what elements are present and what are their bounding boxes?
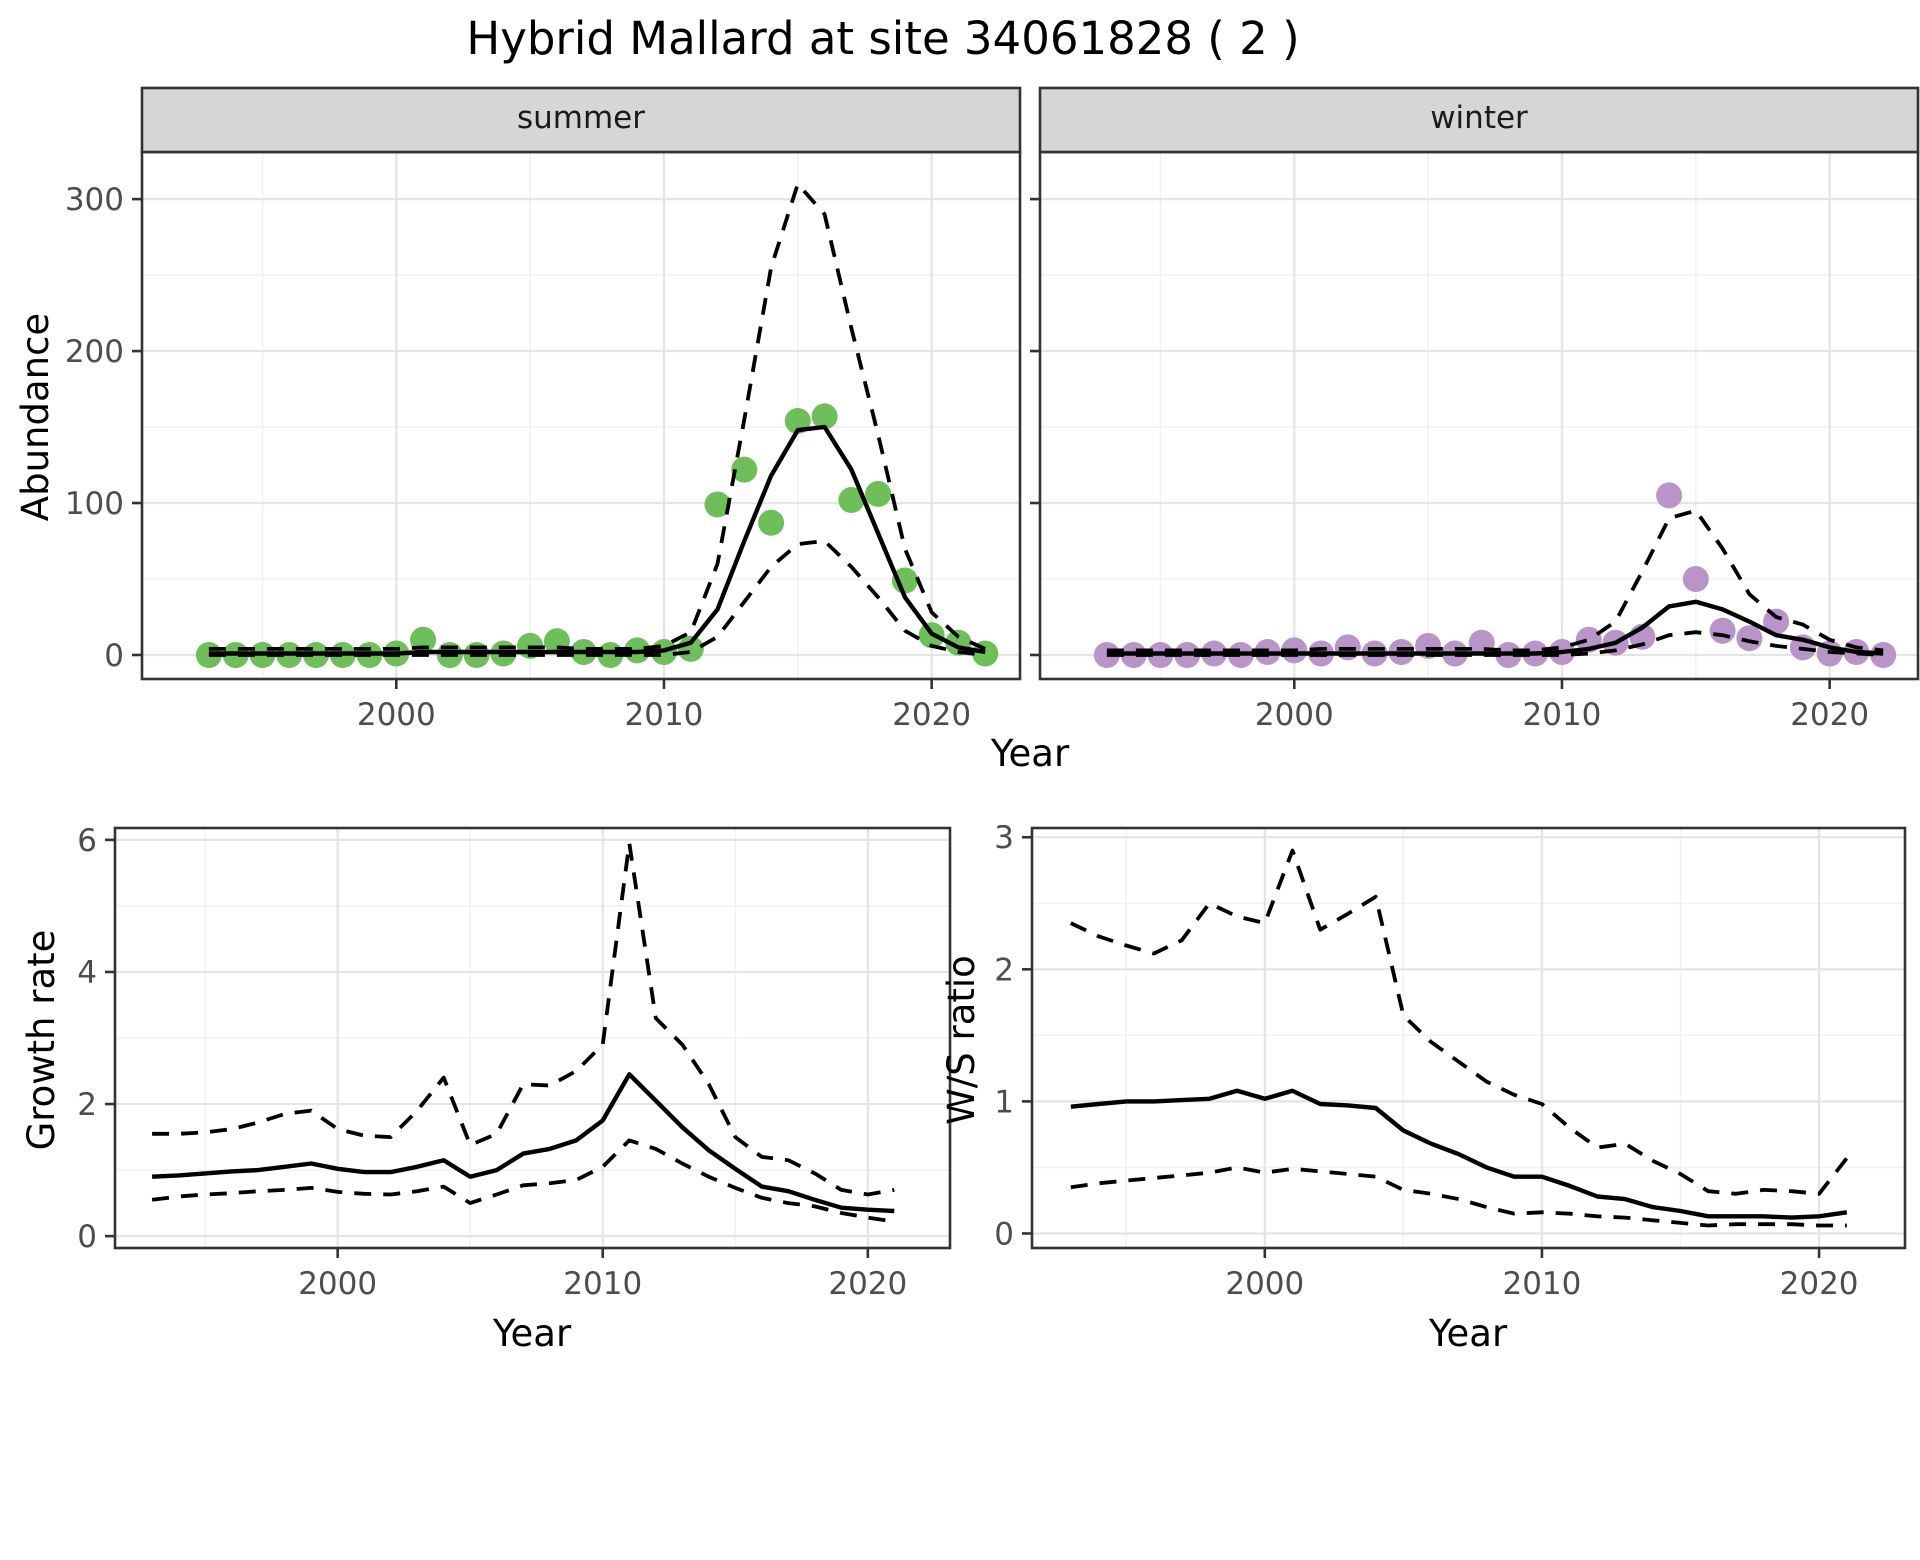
summer-observed-point [704,491,731,518]
winter-observed-point [1763,608,1790,635]
upper-ci-line [1069,848,1849,1196]
x-tick-label: 2020 [1790,697,1869,733]
panel-background [1032,828,1905,1248]
y-tick-label: 0 [994,1216,1014,1252]
ws-ratio-x-axis-title: Year [1428,1312,1508,1355]
upper-ci-line [208,181,986,651]
y-tick-label: 2 [994,952,1014,988]
panel-border [1030,826,1907,1250]
y-tick-label: 300 [65,182,124,218]
growth-rate-x-axis-title: Year [492,1312,572,1355]
facet-strip [140,86,1022,154]
y-tick-label: 4 [77,955,97,991]
x-tick-label: 2000 [357,697,436,733]
fitted-abundance-line [208,424,986,656]
facet-strip [1038,86,1920,154]
x-tick-label: 2010 [563,1266,642,1302]
upper-ci-line [152,841,895,1197]
x-tick-label: 2000 [1255,697,1334,733]
winter-observed-point [1682,566,1709,592]
summer-observed-point [838,487,865,513]
y-tick-label: 0 [77,1219,97,1255]
ws_ratio-line [1070,1088,1848,1220]
winter-observed-point [1656,482,1683,509]
y-tick-label: 3 [994,820,1014,856]
summer-observed-point [731,456,758,483]
y-tick-label: 100 [65,486,124,522]
y-tick-label: 200 [65,334,124,370]
summer-observed-point [865,480,892,507]
lower-ci-line [1070,1165,1847,1228]
x-tick-label: 2020 [892,697,971,733]
top-x-axis-title: Year [990,732,1070,775]
x-tick-label: 2010 [1502,1266,1581,1302]
growth-rate-axis-title: Growth rate [20,929,63,1151]
fitted-abundance-line [1106,599,1884,656]
x-tick-label: 2010 [1523,697,1602,733]
panel-background [142,152,1020,679]
growth_rate-line [151,1072,895,1214]
y-tick-label: 0 [104,638,124,674]
panel-background [1040,152,1918,679]
x-tick-label: 2020 [828,1266,907,1302]
x-tick-label: 2000 [1225,1266,1304,1302]
summer-observed-point [758,509,785,536]
abundance-axis-title: Abundance [14,312,57,522]
lower-ci-line [151,1138,895,1224]
x-tick-label: 2020 [1780,1266,1859,1302]
page-title: Hybrid Mallard at site 34061828 ( 2 ) [466,12,1300,65]
y-tick-label: 1 [994,1084,1014,1120]
summer-observed-point [811,403,838,430]
facet-strip-label-winter: winter [1430,100,1528,136]
winter-observed-point [1736,625,1763,652]
winter-observed-point [1709,617,1736,644]
x-tick-label: 2000 [298,1266,377,1302]
y-tick-label: 6 [77,823,97,859]
ws-ratio-axis-title: W/S ratio [940,955,983,1125]
panel-border [113,826,952,1250]
upper-ci-line [1106,508,1884,653]
y-tick-label: 2 [77,1087,97,1123]
facet-strip-label-summer: summer [516,100,645,136]
x-tick-label: 2010 [625,697,704,733]
